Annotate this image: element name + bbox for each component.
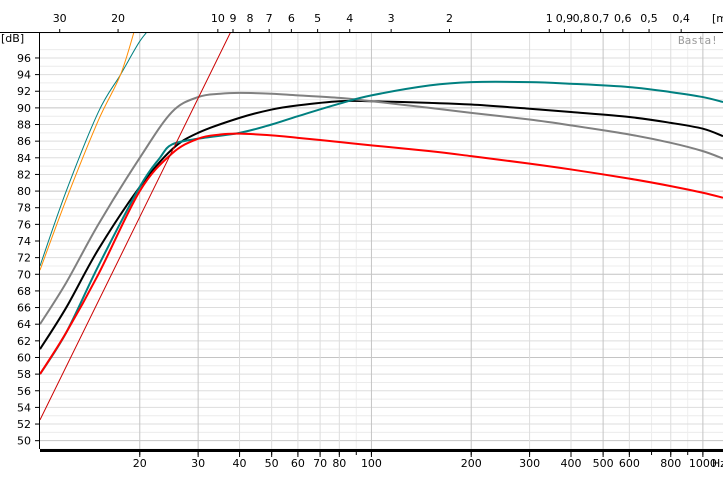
grid (40, 32, 723, 450)
y-tick-label: 96 (17, 52, 31, 65)
x-unit-label: Hz (712, 457, 723, 470)
y-axis-label: [dB] (1, 32, 24, 45)
y-tick-label: 78 (17, 202, 31, 215)
top-tick-label: 30 (53, 12, 67, 25)
series-line-7 (40, 33, 135, 271)
series-line-4 (40, 132, 723, 375)
y-tick-label: 76 (17, 218, 31, 231)
top-tick-label: 5 (314, 12, 321, 25)
x-tick-label: 600 (619, 457, 640, 470)
y-tick-label: 92 (17, 85, 31, 98)
top-tick-label: 7 (266, 12, 273, 25)
y-tick-label: 60 (17, 351, 31, 364)
y-tick-label: 94 (17, 69, 31, 82)
y-tick-label: 90 (17, 102, 31, 115)
top-tick-label: 2 (446, 12, 453, 25)
x-tick-label: 70 (313, 457, 327, 470)
top-tick-label: 0,6 (614, 12, 632, 25)
series-line-5 (40, 33, 231, 421)
x-tick-label: 50 (265, 457, 279, 470)
y-tick-label: 70 (17, 268, 31, 281)
top-tick-label: 0,9 (556, 12, 574, 25)
y-tick-label: 50 (17, 435, 31, 448)
axis-labels: 5052545658606264666870727476788082848688… (17, 12, 723, 470)
watermark: Basta! (678, 34, 718, 47)
x-tick-label: 300 (519, 457, 540, 470)
y-tick-label: 82 (17, 168, 31, 181)
y-tick-label: 62 (17, 335, 31, 348)
top-tick-label: 9 (230, 12, 237, 25)
top-tick-label: 3 (388, 12, 395, 25)
y-tick-label: 80 (17, 185, 31, 198)
plot-lines (40, 33, 723, 421)
top-tick-label: 0,7 (592, 12, 610, 25)
y-tick-label: 86 (17, 135, 31, 148)
top-tick-label: 6 (288, 12, 295, 25)
bottom-axis-bar (40, 449, 723, 452)
series-line-3 (40, 80, 723, 375)
y-tick-label: 66 (17, 302, 31, 315)
x-tick-label: 40 (233, 457, 247, 470)
y-tick-label: 52 (17, 418, 31, 431)
x-tick-label: 30 (191, 457, 205, 470)
top-tick-label: 10 (211, 12, 225, 25)
y-tick-label: 64 (17, 318, 31, 331)
plot-frame (0, 29, 723, 457)
x-tick-label: 1000 (689, 457, 717, 470)
y-tick-label: 72 (17, 252, 31, 265)
x-tick-label: 80 (332, 457, 346, 470)
x-tick-label: 100 (361, 457, 382, 470)
top-tick-label: 0,5 (640, 12, 658, 25)
y-tick-label: 54 (17, 401, 31, 414)
y-tick-label: 88 (17, 119, 31, 132)
y-tick-label: 68 (17, 285, 31, 298)
top-tick-label: 0,8 (573, 12, 591, 25)
x-tick-label: 200 (461, 457, 482, 470)
top-tick-label: 20 (111, 12, 125, 25)
top-tick-label: 1 (546, 12, 553, 25)
x-tick-label: 400 (560, 457, 581, 470)
series-line-6 (40, 33, 147, 267)
x-tick-label: 60 (291, 457, 305, 470)
y-tick-label: 84 (17, 152, 31, 165)
x-tick-label: 20 (133, 457, 147, 470)
y-tick-label: 58 (17, 368, 31, 381)
y-tick-label: 56 (17, 385, 31, 398)
top-tick-label: 8 (246, 12, 253, 25)
series-line-2 (40, 91, 723, 325)
y-tick-label: 74 (17, 235, 31, 248)
top-tick-label: 0,4 (672, 12, 690, 25)
top-tick-label: 4 (346, 12, 353, 25)
top-axis-unit-label: [m (712, 12, 723, 25)
series-line-1 (40, 99, 723, 350)
x-tick-label: 800 (660, 457, 681, 470)
x-tick-label: 500 (593, 457, 614, 470)
